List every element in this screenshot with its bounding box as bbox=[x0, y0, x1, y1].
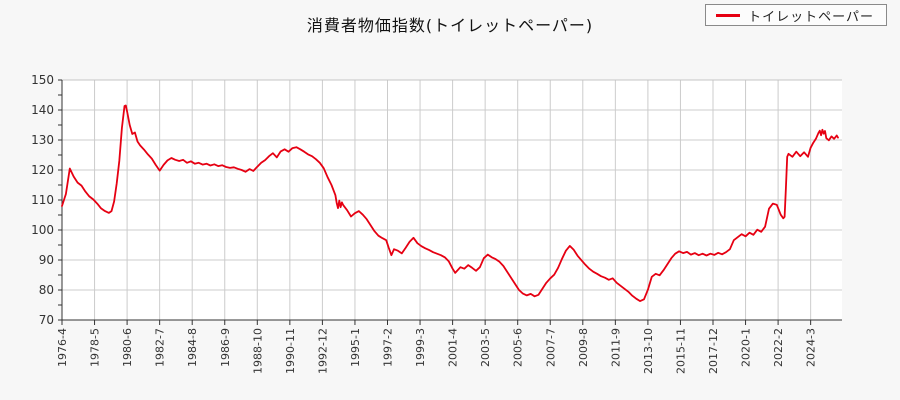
x-tick-label: 1986-9 bbox=[219, 328, 232, 367]
x-tick-label: 2013-10 bbox=[642, 328, 655, 374]
legend-label: トイレットペーパー bbox=[748, 9, 874, 25]
x-tick-label: 2011-9 bbox=[609, 328, 622, 367]
y-tick-label: 140 bbox=[31, 103, 54, 117]
x-tick-label: 2020-1 bbox=[740, 328, 753, 367]
x-tick-label: 2015-11 bbox=[674, 328, 687, 374]
y-tick-label: 70 bbox=[39, 313, 54, 327]
x-tick-label: 1982-7 bbox=[154, 328, 167, 367]
x-tick-label: 1980-6 bbox=[121, 328, 134, 367]
x-tick-label: 2003-5 bbox=[479, 328, 492, 367]
x-tick-label: 1999-3 bbox=[414, 328, 427, 367]
x-tick-label: 1976-4 bbox=[56, 328, 69, 367]
x-tick-label: 2001-4 bbox=[447, 328, 460, 367]
x-tick-label: 2024-3 bbox=[805, 328, 818, 367]
y-tick-label: 150 bbox=[31, 73, 54, 87]
x-tick-label: 2009-8 bbox=[577, 328, 590, 367]
series-line-toilet-paper bbox=[61, 104, 839, 303]
y-tick-label: 80 bbox=[39, 283, 54, 297]
x-tick-label: 1997-2 bbox=[382, 328, 395, 367]
y-tick-label: 100 bbox=[31, 223, 54, 237]
x-tick-label: 1990-11 bbox=[284, 328, 297, 374]
x-tick-label: 2007-7 bbox=[544, 328, 557, 367]
y-tick-label: 110 bbox=[31, 193, 54, 207]
x-tick-label: 1992-12 bbox=[316, 328, 329, 374]
y-tick-label: 90 bbox=[39, 253, 54, 267]
x-tick-label: 1988-10 bbox=[251, 328, 264, 374]
x-tick-label: 2022-2 bbox=[772, 328, 785, 367]
page-title: 消費者物価指数(トイレットペーパー) bbox=[306, 16, 594, 35]
y-tick-label: 130 bbox=[31, 133, 54, 147]
y-tick-label: 120 bbox=[31, 163, 54, 177]
x-tick-label: 2005-6 bbox=[512, 328, 525, 367]
legend-line-swatch bbox=[716, 13, 741, 17]
x-tick-label: 1984-8 bbox=[186, 328, 199, 367]
legend[interactable]: トイレットペーパー bbox=[705, 4, 887, 26]
x-tick-label: 1995-1 bbox=[349, 328, 362, 367]
x-tick-label: 2017-12 bbox=[707, 328, 720, 374]
x-tick-label: 1978-5 bbox=[89, 328, 102, 367]
